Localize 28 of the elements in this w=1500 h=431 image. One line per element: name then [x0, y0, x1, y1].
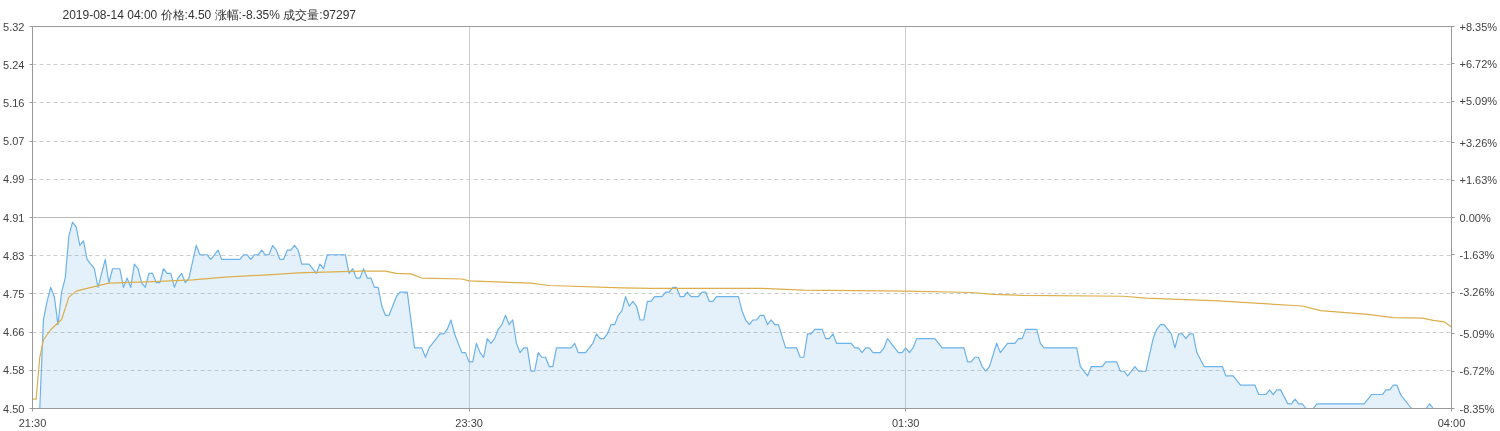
- y2-tick-label: +8.35%: [1459, 20, 1498, 33]
- y-tick-label: 5.16: [3, 96, 25, 109]
- x-tick-label: 01:30: [891, 416, 920, 429]
- y2-tick-label: -5.09%: [1459, 327, 1495, 340]
- line-series: [32, 270, 1452, 400]
- x-tick-label: 21:30: [18, 416, 47, 429]
- y2-tick-label: -8.35%: [1459, 402, 1495, 415]
- y2-tick-label: -6.72%: [1459, 365, 1495, 378]
- chart-title: 2019-08-14 04:00 价格:4.50 涨幅:-8.35% 成交量:97297: [62, 7, 357, 22]
- y-tick-label: 5.24: [3, 58, 25, 71]
- y2-tick-label: -1.63%: [1459, 248, 1495, 261]
- y-tick-label: 4.50: [3, 402, 25, 415]
- y2-tick-label: +1.63%: [1459, 174, 1498, 187]
- y-tick-label: 5.32: [3, 20, 25, 33]
- y-tick-label: 4.66: [3, 326, 25, 339]
- y2-tick-label: +6.72%: [1459, 57, 1498, 70]
- x-tick-label: 04:00: [1437, 416, 1466, 429]
- y-tick-label: 4.83: [3, 249, 25, 262]
- y2-tick-label: +3.26%: [1459, 136, 1498, 149]
- x-tick-label: 23:30: [455, 416, 483, 429]
- y-tick-label: 4.91: [3, 211, 25, 224]
- y-tick-label: 4.58: [3, 364, 25, 377]
- y-tick-label: 5.07: [3, 135, 25, 148]
- y-tick-label: 4.99: [3, 173, 25, 186]
- y2-tick-label: +5.09%: [1459, 95, 1498, 108]
- y2-tick-label: -3.26%: [1459, 286, 1495, 299]
- y-tick-label: 4.75: [3, 287, 25, 300]
- y2-tick-label: 0.00%: [1459, 211, 1491, 224]
